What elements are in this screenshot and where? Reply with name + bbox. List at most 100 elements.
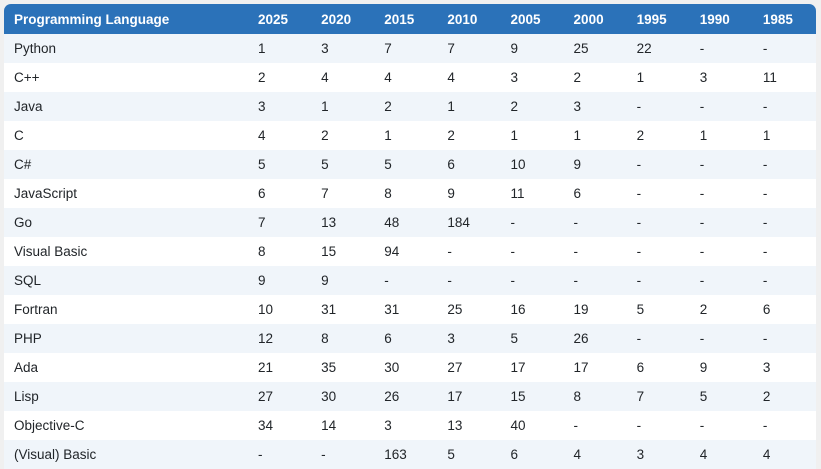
column-header-year-1985: 1985 — [752, 4, 816, 34]
rank-cell: 11 — [500, 179, 564, 208]
rank-cell: 15 — [500, 382, 564, 411]
rank-cell: 2 — [311, 121, 375, 150]
rank-cell: - — [752, 34, 816, 63]
table-row: C# 5 5 5 6 10 9- - - — [4, 150, 816, 179]
rank-cell: 34 — [248, 411, 312, 440]
column-header-year-2000: 2000 — [563, 4, 627, 34]
rank-cell: 3 — [689, 63, 753, 92]
rank-cell: 9 — [563, 150, 627, 179]
rank-cell: 17 — [500, 353, 564, 382]
table-row: Python 1 3 7 7 9 25 22- - — [4, 34, 816, 63]
table-row: Java 3 1 2 1 2 3- - - — [4, 92, 816, 121]
rank-cell: 9 — [437, 179, 501, 208]
language-ranking-table: Programming Language 2025 2020 2015 2010 2005… — [4, 4, 816, 469]
rank-cell: 184 — [437, 208, 501, 237]
table-row: Visual Basic 8 15 94- - - - - - — [4, 237, 816, 266]
table-row: Go 7 13 48 184- - - - - — [4, 208, 816, 237]
rank-cell: 1 — [437, 92, 501, 121]
rank-cell: - — [563, 411, 627, 440]
rank-cell: 31 — [311, 295, 375, 324]
rank-cell: 7 — [626, 382, 690, 411]
rank-cell: 3 — [374, 411, 438, 440]
table-header: Programming Language 2025 2020 2015 2010 2005… — [4, 4, 816, 34]
column-header-year-1995: 1995 — [626, 4, 690, 34]
rank-cell: 1 — [563, 121, 627, 150]
table-row: SQL 9 9- - - - - - - — [4, 266, 816, 295]
rank-cell: 163 — [374, 440, 438, 469]
language-name-cell: Ada — [4, 353, 248, 382]
table-body: Python 1 3 7 7 9 25 22- - C++ 2 4 4 4 3 2 1 3 11 Java 3 1 2 1 2 3… — [4, 34, 816, 469]
rank-cell: 4 — [563, 440, 627, 469]
rank-cell: 9 — [500, 34, 564, 63]
language-name-cell: PHP — [4, 324, 248, 353]
rank-cell: - — [563, 208, 627, 237]
rank-cell: 7 — [311, 179, 375, 208]
rank-cell: 9 — [689, 353, 753, 382]
rank-cell: 14 — [311, 411, 375, 440]
language-name-cell: C — [4, 121, 248, 150]
rank-cell: - — [752, 208, 816, 237]
table-row: Fortran 10 31 31 25 16 19 5 2 6 — [4, 295, 816, 324]
rank-cell: - — [500, 208, 564, 237]
rank-cell: 10 — [248, 295, 312, 324]
rank-cell: 6 — [752, 295, 816, 324]
rank-cell: 3 — [248, 92, 312, 121]
rank-cell: 3 — [500, 63, 564, 92]
rank-cell: 10 — [500, 150, 564, 179]
rank-cell: 26 — [563, 324, 627, 353]
rank-cell: 5 — [374, 150, 438, 179]
rank-cell: 5 — [248, 150, 312, 179]
column-header-year-2010: 2010 — [437, 4, 501, 34]
language-name-cell: SQL — [4, 266, 248, 295]
rank-cell: - — [626, 150, 690, 179]
rank-cell: - — [563, 237, 627, 266]
rank-cell: - — [437, 266, 501, 295]
rank-cell: - — [689, 92, 753, 121]
rank-cell: 2 — [689, 295, 753, 324]
rank-cell: - — [689, 150, 753, 179]
rank-cell: 25 — [437, 295, 501, 324]
column-header-year-2005: 2005 — [500, 4, 564, 34]
rank-cell: 48 — [374, 208, 438, 237]
rank-cell: 8 — [563, 382, 627, 411]
rank-cell: 17 — [437, 382, 501, 411]
rank-cell: 12 — [248, 324, 312, 353]
rank-cell: 3 — [626, 440, 690, 469]
rank-cell: - — [689, 208, 753, 237]
rank-cell: 5 — [311, 150, 375, 179]
rank-cell: - — [689, 237, 753, 266]
rank-cell: 15 — [311, 237, 375, 266]
rank-cell: 40 — [500, 411, 564, 440]
rank-cell: 6 — [626, 353, 690, 382]
rank-cell: - — [311, 440, 375, 469]
column-header-year-2025: 2025 — [248, 4, 312, 34]
rank-cell: 94 — [374, 237, 438, 266]
table-row: Ada 21 35 30 27 17 17 6 9 3 — [4, 353, 816, 382]
rank-cell: 4 — [752, 440, 816, 469]
table-row: PHP 12 8 6 3 5 26- - - — [4, 324, 816, 353]
table-row: Objective-C 34 14 3 13 40- - - - — [4, 411, 816, 440]
rank-cell: 4 — [437, 63, 501, 92]
rank-cell: 2 — [626, 121, 690, 150]
column-header-year-2015: 2015 — [374, 4, 438, 34]
rank-cell: 1 — [311, 92, 375, 121]
rank-cell: - — [626, 411, 690, 440]
language-name-cell: Java — [4, 92, 248, 121]
rank-cell: 7 — [248, 208, 312, 237]
language-name-cell: C# — [4, 150, 248, 179]
rank-cell: 27 — [437, 353, 501, 382]
rank-cell: - — [626, 324, 690, 353]
rank-cell: 4 — [374, 63, 438, 92]
rank-cell: 16 — [500, 295, 564, 324]
language-name-cell: Objective-C — [4, 411, 248, 440]
rank-cell: - — [626, 237, 690, 266]
rank-cell: - — [689, 411, 753, 440]
rank-cell: 1 — [752, 121, 816, 150]
rank-cell: 6 — [500, 440, 564, 469]
rank-cell: 4 — [311, 63, 375, 92]
rank-cell: - — [689, 179, 753, 208]
rank-cell: 7 — [374, 34, 438, 63]
language-name-cell: Visual Basic — [4, 237, 248, 266]
rank-cell: 1 — [626, 63, 690, 92]
